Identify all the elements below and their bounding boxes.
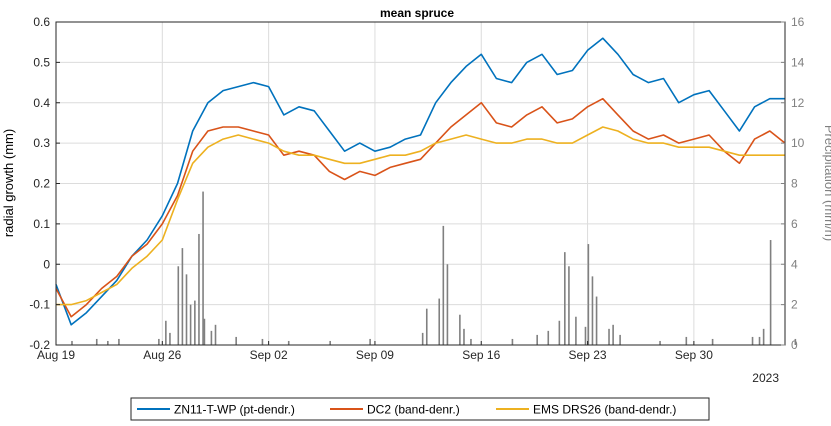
legend-label-ems: EMS DRS26 (band-dendr.) bbox=[533, 403, 676, 417]
precip-bar bbox=[421, 332, 424, 345]
x-tick-label: Aug 19 bbox=[37, 348, 75, 362]
precip-bar bbox=[751, 336, 754, 345]
y-tick-label-right: 4 bbox=[791, 257, 798, 271]
precip-bar bbox=[459, 314, 461, 345]
precip-bar bbox=[198, 233, 200, 345]
precip-bar bbox=[591, 276, 594, 345]
precip-bar bbox=[659, 340, 661, 345]
precip-bar bbox=[158, 338, 160, 345]
x-axis-year-label: 2023 bbox=[752, 371, 779, 385]
precip-bar bbox=[118, 338, 120, 345]
precip-bar bbox=[758, 336, 761, 345]
legend-label-zn11: ZN11-T-WP (pt-dendr.) bbox=[174, 403, 295, 417]
precip-bar bbox=[558, 320, 561, 345]
precip-bar bbox=[107, 340, 109, 345]
y-tick-label-right: 2 bbox=[791, 298, 798, 312]
precip-bar bbox=[587, 244, 590, 345]
precip-bar bbox=[511, 338, 514, 345]
y-tick-label-left: -0.1 bbox=[29, 298, 50, 312]
y-tick-label-right: 8 bbox=[791, 177, 798, 191]
x-tick-label: Sep 16 bbox=[462, 348, 500, 362]
precip-bar bbox=[235, 336, 237, 345]
precip-bar bbox=[425, 308, 428, 345]
legend-box bbox=[130, 397, 710, 421]
y-tick-label-right: 14 bbox=[791, 55, 805, 69]
precip-bar bbox=[287, 340, 290, 345]
precip-bar bbox=[463, 328, 465, 345]
precip-bar bbox=[608, 328, 610, 345]
x-tick-label: Sep 09 bbox=[356, 348, 394, 362]
y-tick-label-right: 16 bbox=[791, 15, 805, 29]
precip-bar bbox=[165, 320, 167, 345]
series-lines bbox=[55, 37, 786, 326]
precip-bar bbox=[584, 326, 587, 345]
precip-bar bbox=[575, 316, 577, 345]
precip-bar bbox=[71, 340, 73, 345]
y-tick-label-right: 6 bbox=[791, 217, 798, 231]
precip-bar bbox=[769, 240, 772, 345]
y-tick-label-left: 0 bbox=[43, 257, 50, 271]
precip-bar bbox=[438, 298, 441, 345]
y-tick-label-left: 0.2 bbox=[33, 177, 50, 191]
x-tick-label: Sep 23 bbox=[569, 348, 607, 362]
chart-title: mean spruce bbox=[380, 6, 454, 20]
x-tick-label: Sep 02 bbox=[250, 348, 288, 362]
grid-layer bbox=[56, 22, 785, 345]
precip-bar bbox=[442, 225, 445, 345]
precip-bar bbox=[470, 338, 472, 345]
precip-bar bbox=[369, 338, 371, 345]
precip-bar bbox=[547, 330, 550, 345]
y-tick-label-left: 0.5 bbox=[33, 55, 50, 69]
y-tick-label-left: 0.1 bbox=[33, 217, 50, 231]
y-tick-label-right: 0 bbox=[791, 338, 798, 352]
precip-bar bbox=[568, 266, 570, 345]
x-tick-label: Sep 30 bbox=[675, 348, 713, 362]
precip-bar bbox=[612, 324, 614, 345]
precip-bar bbox=[536, 334, 538, 345]
y-tick-label-left: 0.3 bbox=[33, 136, 50, 150]
precip-bar bbox=[564, 252, 566, 345]
precip-bar bbox=[261, 338, 264, 345]
x-tick-label: Aug 26 bbox=[143, 348, 181, 362]
precip-bar bbox=[181, 248, 184, 345]
precip-bar bbox=[189, 304, 192, 345]
precip-bar bbox=[711, 338, 714, 345]
legend: ZN11-T-WP (pt-dendr.) DC2 (band-denr.) E… bbox=[130, 397, 710, 421]
y-tick-label-left: 0.4 bbox=[33, 96, 50, 110]
precip-bar bbox=[202, 191, 204, 345]
precip-bar bbox=[762, 328, 765, 345]
precip-bar bbox=[95, 338, 98, 345]
precip-bar bbox=[619, 334, 621, 345]
legend-label-dc2: DC2 (band-denr.) bbox=[367, 403, 460, 417]
precipitation-bars bbox=[71, 191, 797, 345]
precip-bar bbox=[329, 340, 331, 345]
series-line-2 bbox=[56, 126, 785, 306]
y-tick-label-left: 0.6 bbox=[33, 15, 50, 29]
precip-bar bbox=[210, 330, 213, 345]
precip-bar bbox=[595, 296, 598, 345]
y-axis-right-label: Precipitation (mm/h) bbox=[822, 125, 831, 241]
precip-bar bbox=[214, 324, 217, 345]
precip-bar bbox=[446, 264, 449, 345]
precip-bar bbox=[185, 274, 188, 345]
precip-bar bbox=[203, 318, 206, 345]
y-tick-label-right: 12 bbox=[791, 96, 805, 110]
series-line-1 bbox=[55, 97, 786, 318]
y-tick-label-left: -0.2 bbox=[29, 338, 50, 352]
precip-bar bbox=[194, 300, 196, 345]
axes: Aug 19 Aug 26 Sep 02 Sep 09 Sep 16 Sep 23 Sep … bbox=[29, 15, 804, 362]
precip-bar bbox=[169, 332, 171, 345]
y-axis-left-label: radial growth (mm) bbox=[1, 129, 16, 237]
series-line-0 bbox=[55, 37, 785, 326]
precip-bar bbox=[685, 336, 688, 345]
precip-bar bbox=[794, 338, 797, 345]
y-tick-label-right: 10 bbox=[791, 136, 805, 150]
precip-bar bbox=[177, 266, 180, 345]
